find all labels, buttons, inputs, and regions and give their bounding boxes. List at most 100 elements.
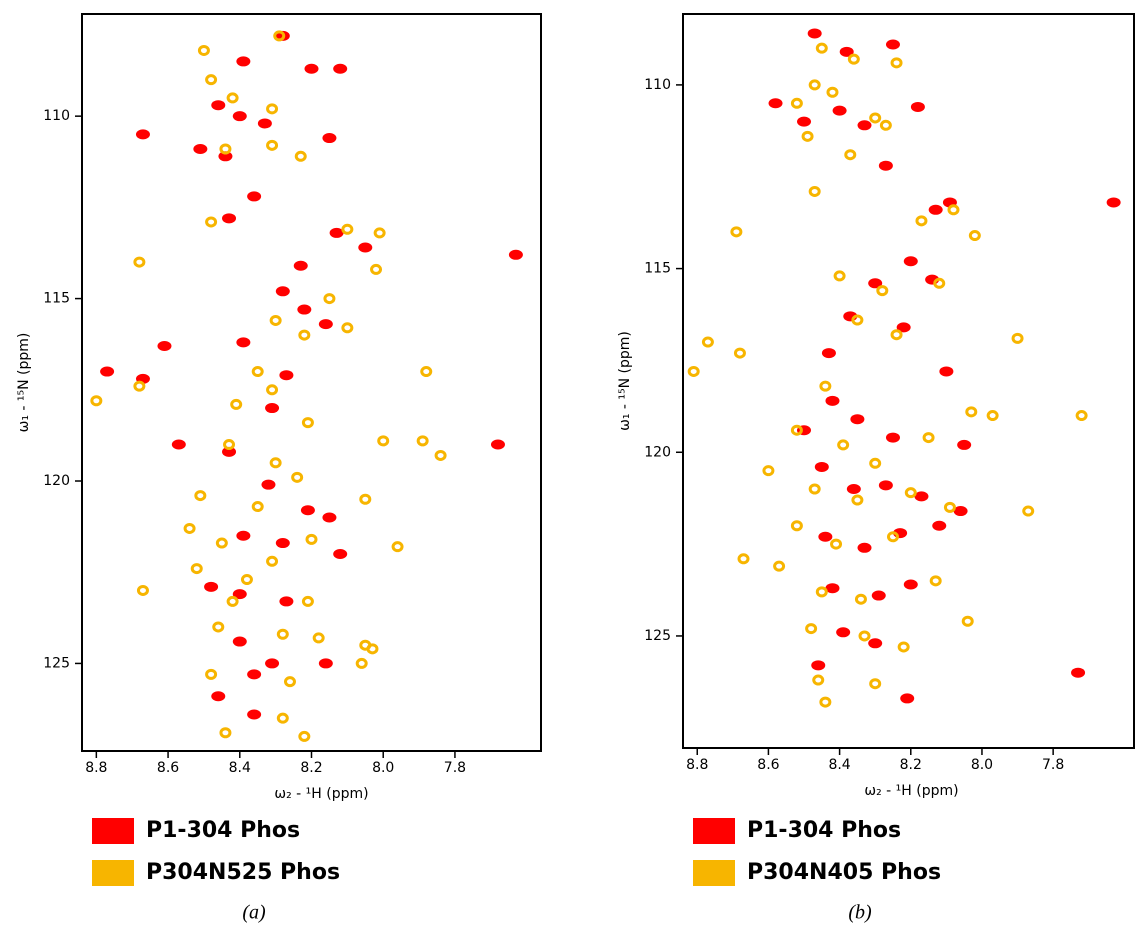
peak-ring <box>370 263 383 275</box>
peak-ring <box>733 347 746 359</box>
peak-ring <box>851 494 864 506</box>
legend-label: P304N405 Phos <box>747 860 941 885</box>
peak-ring <box>812 674 825 686</box>
peak-ring <box>968 230 981 242</box>
peak-ring <box>240 574 253 586</box>
peak-ring <box>904 487 917 499</box>
peak-blob <box>836 627 851 638</box>
peak-blob <box>211 691 226 702</box>
peak-ring <box>847 53 860 65</box>
peak-blob <box>885 432 900 443</box>
peak-ring <box>223 439 236 451</box>
y-axis-label: ω₁ - ¹⁵N (ppm) <box>617 331 633 431</box>
peak-blob <box>236 337 251 348</box>
peak-ring <box>301 595 314 607</box>
y-tick-label: 115 <box>43 291 70 307</box>
peak-ring <box>965 406 978 418</box>
peak-ring <box>219 143 232 155</box>
peak-ring <box>194 490 207 502</box>
peak-ring <box>273 30 286 42</box>
x-tick-label: 8.0 <box>971 757 993 773</box>
peak-ring <box>819 380 832 392</box>
caption: (a) <box>242 902 266 924</box>
peak-ring <box>922 432 935 444</box>
peak-blob <box>839 46 854 57</box>
y-tick-label: 110 <box>644 77 671 93</box>
peak-ring <box>1022 505 1035 517</box>
peak-ring <box>961 615 974 627</box>
peak-blob <box>279 370 294 381</box>
peak-blob <box>232 589 247 600</box>
peak-ring <box>819 696 832 708</box>
peak-blob <box>821 348 836 359</box>
peak-ring <box>833 270 846 282</box>
peak-ring <box>933 277 946 289</box>
y-tick-label: 125 <box>644 628 671 644</box>
peak-ring <box>183 522 196 534</box>
peak-ring <box>815 586 828 598</box>
peak-ring <box>879 119 892 131</box>
caption: (b) <box>848 902 872 924</box>
peak-ring <box>986 410 999 422</box>
peak-ring <box>434 449 447 461</box>
peak-blob <box>275 538 290 549</box>
peak-blob <box>318 658 333 669</box>
peak-ring <box>851 314 864 326</box>
x-tick-label: 8.2 <box>300 760 322 776</box>
x-tick-label: 8.4 <box>229 760 251 776</box>
x-tick-label: 8.2 <box>900 757 922 773</box>
peak-ring <box>929 575 942 587</box>
peak-ring <box>305 533 318 545</box>
peak-ring <box>359 493 372 505</box>
peak-blob <box>868 638 883 649</box>
x-tick-label: 8.0 <box>372 760 394 776</box>
peak-blob <box>322 133 337 144</box>
peak-ring <box>205 216 218 228</box>
peak-blob <box>885 39 900 50</box>
peak-blob <box>236 56 251 67</box>
peak-ring <box>869 112 882 124</box>
x-axis-label: ω₂ - ¹H (ppm) <box>864 783 958 799</box>
peak-ring <box>869 678 882 690</box>
peak-ring <box>420 366 433 378</box>
legend-swatch <box>693 860 735 886</box>
peak-blob <box>508 249 523 260</box>
peak-ring <box>226 92 239 104</box>
peak-ring <box>815 42 828 54</box>
peak-ring <box>897 641 910 653</box>
x-tick-label: 8.4 <box>828 757 850 773</box>
peak-blob <box>193 143 208 154</box>
peak-ring <box>205 74 218 86</box>
peak-ring <box>830 538 843 550</box>
peak-ring <box>890 329 903 341</box>
peak-blob <box>171 439 186 450</box>
peak-blob <box>939 366 954 377</box>
peak-ring <box>298 730 311 742</box>
peak-ring <box>323 293 336 305</box>
peak-blob <box>910 101 925 112</box>
peak-blob <box>928 204 943 215</box>
peak-blob <box>871 590 886 601</box>
peak-ring <box>808 185 821 197</box>
peak-blob <box>932 520 947 531</box>
peak-blob <box>1071 667 1086 678</box>
peak-blob <box>265 403 280 414</box>
peak-ring <box>737 553 750 565</box>
peak-blob <box>265 658 280 669</box>
peak-blob <box>261 479 276 490</box>
x-tick-label: 7.8 <box>444 760 466 776</box>
peak-ring <box>269 314 282 326</box>
peak-blob <box>157 341 172 352</box>
peak-ring <box>283 676 296 688</box>
peak-ring <box>1011 332 1024 344</box>
peak-ring <box>312 632 325 644</box>
peak-blob <box>811 660 826 671</box>
peak-ring <box>301 417 314 429</box>
peak-ring <box>801 130 814 142</box>
peak-blob <box>857 120 872 131</box>
peak-ring <box>366 643 379 655</box>
peak-blob <box>279 596 294 607</box>
peak-ring <box>947 204 960 216</box>
